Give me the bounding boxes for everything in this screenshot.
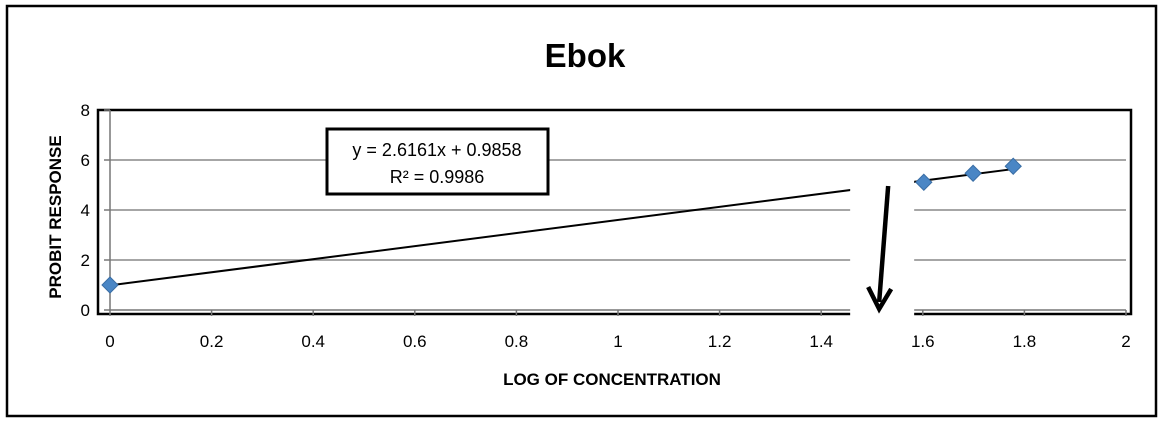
gridlines: [110, 159, 1126, 261]
data-points: [101, 157, 1022, 294]
x-axis-title: LOG OF CONCENTRATION: [503, 370, 721, 389]
data-point: [101, 276, 119, 294]
x-tick-label: 0.8: [505, 332, 529, 351]
x-tick-label: 1.2: [708, 332, 732, 351]
x-tick-label: 2: [1121, 332, 1130, 351]
y-tick-label: 2: [81, 251, 90, 270]
y-tick-label: 6: [81, 151, 90, 170]
y-axis-title: PROBIT RESPONSE: [46, 135, 65, 298]
x-tick-label: 1.4: [809, 332, 833, 351]
trendline-equation: y = 2.6161x + 0.9858: [352, 140, 521, 160]
x-tick-label: 0: [105, 332, 114, 351]
y-tick-labels: 0 2 4 6 8: [81, 101, 110, 320]
chart-title: Ebok: [545, 37, 626, 74]
x-tick-labels: 0 0.2 0.4 0.6 0.8 1 1.2 1.4 1.6 1.8 2: [105, 310, 1131, 351]
y-tick-label: 4: [81, 201, 90, 220]
data-point: [1004, 157, 1022, 175]
x-tick-label: 0.6: [403, 332, 427, 351]
y-tick-label: 8: [81, 101, 90, 120]
arrow-shaft: [876, 185, 891, 303]
plot-area-border: [96, 108, 1133, 316]
trendline-r-squared: R² = 0.9986: [390, 167, 485, 187]
y-tick-label: 0: [81, 301, 90, 320]
data-point: [915, 173, 933, 191]
x-tick-label: 1.6: [911, 332, 935, 351]
arrow-head: [866, 285, 894, 314]
x-tick-label: 1.8: [1013, 332, 1037, 351]
annotation-layer: [850, 180, 915, 342]
equation-box-border: [325, 127, 550, 196]
data-point: [964, 164, 982, 182]
x-tick-label: 1: [613, 332, 622, 351]
x-tick-label: 0.4: [301, 332, 325, 351]
trendline-equation-box: y = 2.6161x + 0.9858 R² = 0.9986: [325, 127, 550, 196]
x-tick-label: 0.2: [200, 332, 224, 351]
